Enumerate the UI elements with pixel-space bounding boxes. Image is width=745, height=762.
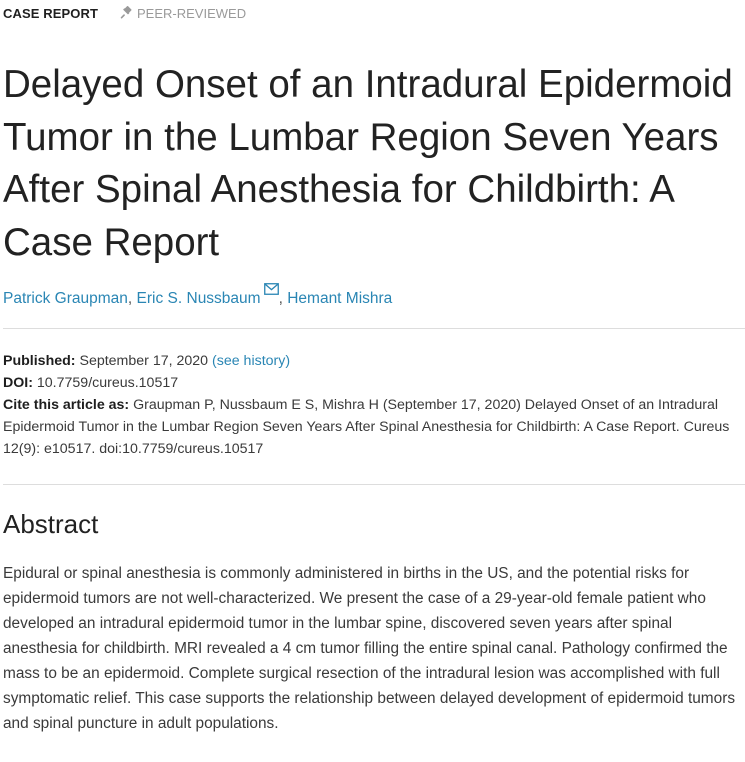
author-separator: , [278,290,283,307]
article-type-badge: CASE REPORT [3,5,99,21]
see-history-link[interactable]: (see history) [212,353,291,369]
divider [3,484,745,485]
citation-text: Graupman P, Nussbaum E S, Mishra H (Sept… [3,397,730,457]
author-list: Patrick Graupman, Eric S. Nussbaum, Hema… [3,283,392,311]
published-label: Published: [3,353,76,369]
published-date: September 17, 2020 [79,353,209,369]
doi-value: 10.7759/cureus.10517 [36,375,179,391]
cite-label: Cite this article as: [3,397,130,413]
article-title: Delayed Onset of an Intradural Epidermoi… [3,63,733,264]
author-link-2[interactable]: Eric S. Nussbaum [136,290,261,307]
abstract-heading: Abstract [3,509,99,539]
author-link-3[interactable]: Hemant Mishra [287,290,393,307]
author-separator: , [127,290,133,307]
article-meta: Published: September 17, 2020 (see histo… [3,350,745,460]
author-link-1[interactable]: Patrick Graupman [3,290,128,307]
published-row: Published: September 17, 2020 (see histo… [3,350,745,372]
doi-row: DOI: 10.7759/cureus.10517 [3,372,745,394]
divider [3,328,745,329]
peer-reviewed-badge: PEER-REVIEWED [119,6,246,21]
abstract-text: Epidural or spinal anesthesia is commonl… [3,565,736,732]
citation-row: Cite this article as: Graupman P, Nussba… [3,394,745,460]
doi-label: DOI: [3,375,33,391]
article-tags: CASE REPORT PEER-REVIEWED [3,4,246,22]
mail-icon[interactable] [263,283,279,295]
peer-reviewed-label: PEER-REVIEWED [137,5,247,21]
pin-icon [120,6,132,19]
